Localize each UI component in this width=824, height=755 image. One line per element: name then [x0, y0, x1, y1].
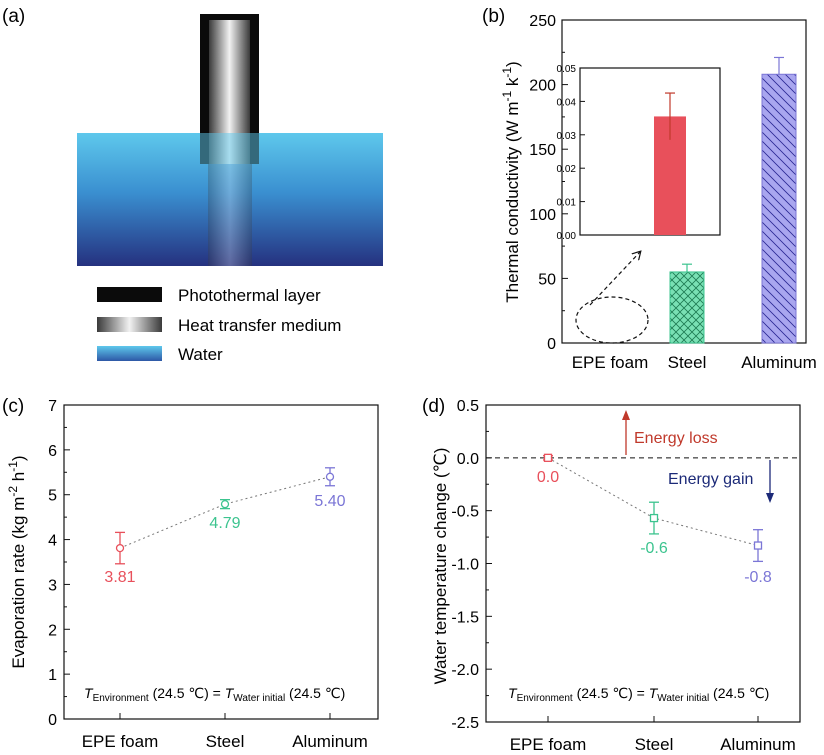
inset-pointer-arrow: [589, 252, 640, 306]
chart-d: 0.5 0.0 -0.5 -1.0 -1.5 -2.0 -2.5 EPE foam Steel A…: [431, 398, 801, 754]
epe-foam-highlight: [575, 296, 649, 344]
data-point-d: [649, 513, 659, 523]
water-overlay: [200, 133, 259, 164]
data-point-c: [115, 543, 125, 553]
y-tick-label-c: 1: [48, 667, 57, 684]
inset-y-tick-label: 0.00: [557, 231, 577, 242]
x-tick-label-b: EPE foam: [572, 353, 649, 372]
inset-y-tick-label: 0.01: [557, 198, 577, 209]
panel-d: (d) 0.5 0.0 -0.5 -1.0 -1.5 -2.0 -2.5 EPE foam St…: [422, 396, 801, 754]
y-tick-label-b: 50: [538, 271, 556, 288]
y-tick-label-d: -1.0: [451, 557, 479, 574]
x-tick-label-c: Steel: [206, 732, 245, 751]
trend-line-c: [119, 476, 331, 549]
inset-frame: [579, 67, 721, 236]
chart-b-inset: 0.00 0.01 0.02 0.03 0.04 0.05: [557, 64, 721, 242]
y-tick-label-d: 0.5: [457, 398, 479, 415]
inset-y-tick-label: 0.02: [557, 164, 577, 175]
y-tick-label-b: 100: [529, 207, 556, 224]
panel-d-annotation: TEnvironment (24.5 ℃) = TWater initial (…: [508, 685, 769, 704]
y-axis-title-c: Evaporation rate (kg m-2 h-1): [6, 455, 28, 668]
y-tick-label-b: 250: [529, 13, 556, 30]
y-tick-label-b: 200: [529, 78, 556, 95]
x-tick-label-c: Aluminum: [292, 732, 368, 751]
legend-swatch-medium: [97, 317, 162, 332]
plot-frame-d: [485, 404, 801, 723]
legend-label-medium: Heat transfer medium: [178, 316, 341, 335]
x-tick-label-b: Aluminum: [741, 353, 817, 372]
legend-swatch-photothermal: [97, 287, 162, 302]
chart-c: 0 1 2 3 4 5 6 7 EPE foam Steel Aluminum 3.81 4.79 5.4…: [6, 398, 379, 751]
y-tick-label-b: 150: [529, 142, 556, 159]
bar-steel: [669, 271, 705, 344]
data-label-c: 3.81: [104, 569, 135, 586]
y-tick-label-c: 3: [48, 577, 57, 594]
panel-a: (a) Photothermal layer Heat transfer med…: [2, 6, 383, 364]
y-axis-title-d: Water temperature change (℃): [431, 448, 450, 685]
y-tick-label-d: -2.0: [451, 662, 479, 679]
schematic-legend: Photothermal layer Heat transfer medium …: [97, 286, 341, 364]
panel-c: (c) 0 1 2 3 4 5 6 7 EPE foam Steel Aluminum 3.81 4.7…: [2, 396, 379, 751]
plot-frame-c: [63, 404, 379, 720]
energy-gain-arrowhead: [766, 493, 774, 503]
panel-b-label: (b): [482, 6, 505, 27]
legend-label-water: Water: [178, 345, 223, 364]
panel-d-label: (d): [422, 396, 445, 417]
data-label-c: 4.79: [209, 515, 240, 532]
energy-loss-label: Energy loss: [634, 430, 718, 447]
data-point-d: [753, 541, 763, 550]
panel-b: (b) 0 50 100 150 200 250 EPE foam Steel Aluminum…: [482, 6, 817, 372]
data-point-d: [543, 453, 553, 462]
y-tick-label-d: -1.5: [451, 609, 479, 626]
bar-aluminum: [761, 73, 797, 344]
y-tick-label-c: 7: [48, 398, 57, 415]
x-tick-label-d: EPE foam: [510, 735, 587, 754]
y-tick-label-c: 4: [48, 533, 57, 550]
data-label-d: 0.0: [537, 469, 559, 486]
energy-loss-arrowhead: [622, 410, 630, 420]
data-point-c: [325, 472, 335, 481]
legend-swatch-water: [97, 346, 162, 361]
panel-c-label: (c): [2, 396, 24, 417]
x-tick-label-b: Steel: [668, 353, 707, 372]
y-tick-label-b: 0: [547, 336, 556, 353]
data-label-d: -0.6: [640, 540, 668, 557]
panel-c-annotation: TEnvironment (24.5 ℃) = TWater initial (…: [84, 685, 345, 704]
inset-y-tick-label: 0.05: [557, 64, 577, 75]
y-tick-label-d: -0.5: [451, 504, 479, 521]
y-tick-label-d: 0.0: [457, 451, 479, 468]
legend-label-photothermal: Photothermal layer: [178, 286, 321, 305]
y-tick-label-c: 6: [48, 443, 57, 460]
y-tick-label-c: 5: [48, 488, 57, 505]
inset-y-tick-label: 0.03: [557, 131, 577, 142]
energy-gain-label: Energy gain: [668, 471, 753, 488]
x-tick-label-c: EPE foam: [82, 732, 159, 751]
y-tick-label-c: 2: [48, 622, 57, 639]
chart-b: 0 50 100 150 200 250 EPE foam Steel Aluminum Ther…: [500, 13, 817, 372]
y-tick-label-d: -2.5: [451, 715, 479, 732]
y-tick-label-c: 0: [48, 712, 57, 729]
y-axis-title-b: Thermal conductivity (W m-1 k-1): [500, 61, 522, 302]
data-label-c: 5.40: [314, 493, 345, 510]
x-tick-label-d: Aluminum: [720, 735, 796, 754]
x-tick-label-d: Steel: [635, 735, 674, 754]
panel-a-label: (a): [2, 6, 25, 27]
data-point-c: [220, 499, 230, 509]
inset-y-tick-label: 0.04: [557, 97, 577, 108]
data-label-d: -0.8: [744, 569, 772, 586]
